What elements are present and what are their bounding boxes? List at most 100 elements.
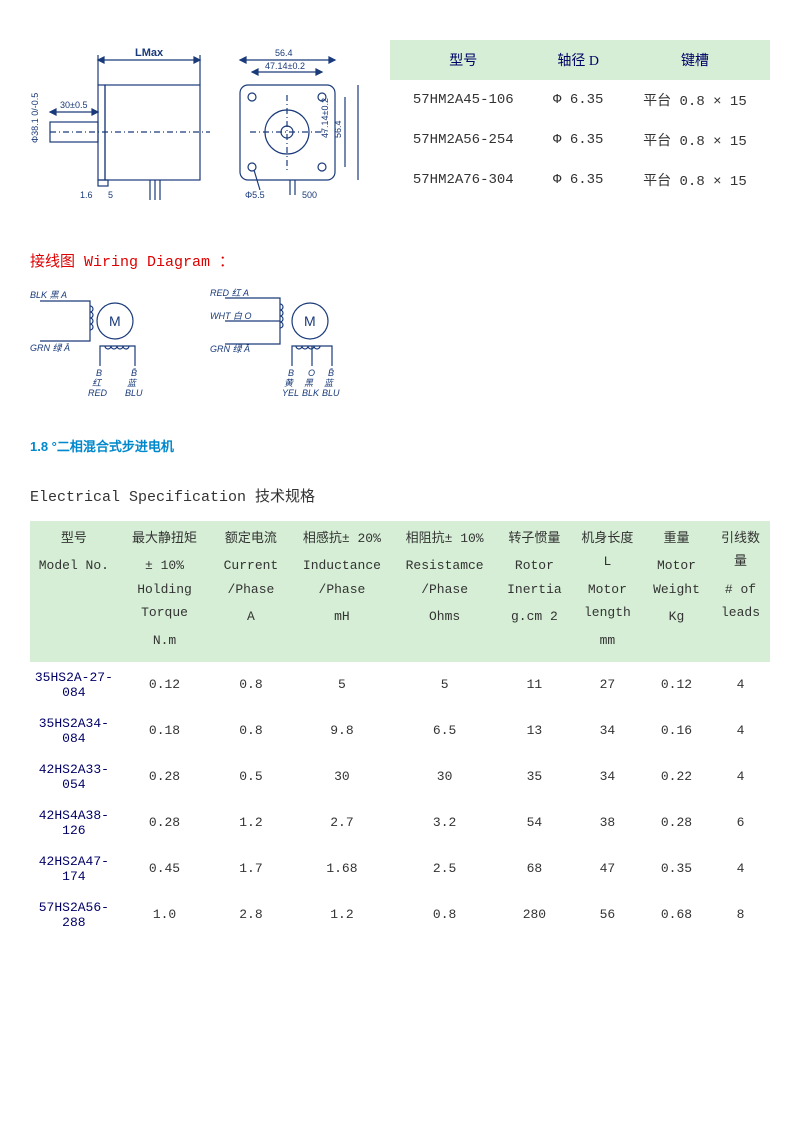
svg-text:黑: 黑: [304, 378, 314, 388]
dim-face-h: 56.4: [333, 120, 343, 138]
svg-text:M: M: [109, 313, 121, 329]
dim-shaft-len: 30±0.5: [60, 100, 87, 110]
spec-table: 型号Model No.最大静扭矩± 10% Holding TorqueN.m额…: [30, 521, 770, 938]
table-cell: 3.2: [393, 800, 496, 846]
spec-th: 相感抗± 20%Inductance /PhasemH: [291, 521, 394, 662]
table-row: 57HM2A45-106Φ 6.35平台 0.8 × 15: [390, 80, 770, 120]
dim-bolt-h: 47.14±0.2: [320, 98, 330, 138]
table-cell: 平台 0.8 × 15: [620, 160, 770, 200]
table-cell: 1.0: [118, 892, 212, 938]
w-right-o: WHT 白 O: [210, 311, 252, 321]
table-cell: 54: [496, 800, 573, 846]
table-cell: 5: [393, 662, 496, 708]
spec-th: 重量Motor WeightKg: [642, 521, 711, 662]
svg-text:BLK: BLK: [302, 388, 320, 398]
table-cell: 57HS2A56-288: [30, 892, 118, 938]
table-cell: 0.28: [118, 754, 212, 800]
dim-shaft-dia: Φ38.1 0/-0.5: [30, 93, 40, 143]
table-cell: 35HS2A-27-084: [30, 662, 118, 708]
spec-th: 引线数量# of leads: [711, 521, 770, 662]
table-row: 42HS2A47-1740.451.71.682.568470.354: [30, 846, 770, 892]
spec-th: 最大静扭矩± 10% Holding TorqueN.m: [118, 521, 212, 662]
table-cell: 68: [496, 846, 573, 892]
table-cell: Φ 6.35: [537, 160, 620, 200]
subtitle: 1.8 °二相混合式步进电机: [30, 436, 770, 455]
table-cell: 0.5: [211, 754, 290, 800]
table-cell: Φ 6.35: [537, 120, 620, 160]
table-cell: 0.28: [118, 800, 212, 846]
wiring-diagram: M BLK 黑 A GRN 绿 Ā B 红 RED B̄ 蓝 BLU: [30, 286, 390, 416]
table-cell: 1.2: [211, 800, 290, 846]
spec-th: 转子惯量Rotor Inertiag.cm 2: [496, 521, 573, 662]
table-cell: 4: [711, 754, 770, 800]
spec-th: 机身长度 LMotor lengthmm: [573, 521, 642, 662]
table-cell: 2.8: [211, 892, 290, 938]
table-cell: 6.5: [393, 708, 496, 754]
table-cell: 0.12: [118, 662, 212, 708]
svg-text:蓝: 蓝: [127, 378, 138, 388]
table-row: 57HS2A56-2881.02.81.20.8280560.688: [30, 892, 770, 938]
dim-flange: 5: [108, 190, 113, 200]
table-cell: 0.12: [642, 662, 711, 708]
spec-title: Electrical Specification 技术规格: [30, 485, 770, 506]
table-cell: 56: [573, 892, 642, 938]
svg-text:BLU: BLU: [322, 388, 340, 398]
shaft-th-model: 型号: [390, 40, 537, 80]
table-cell: 57HM2A56-254: [390, 120, 537, 160]
table-cell: 57HM2A76-304: [390, 160, 537, 200]
spec-header-row: 型号Model No.最大静扭矩± 10% Holding TorqueN.m额…: [30, 521, 770, 662]
spec-th: 额定电流Current /PhaseA: [211, 521, 290, 662]
dim-face-w: 56.4: [275, 48, 293, 58]
table-cell: 平台 0.8 × 15: [620, 120, 770, 160]
table-cell: 47: [573, 846, 642, 892]
svg-text:B: B: [288, 368, 294, 378]
top-section: LMax 30±0.5 Φ38.1 0/-0.5 1.6 5: [30, 40, 770, 220]
table-cell: 0.28: [642, 800, 711, 846]
w-right-abar: GRN 绿 Ā: [210, 344, 250, 354]
table-cell: 2.7: [291, 800, 394, 846]
table-cell: Φ 6.35: [537, 80, 620, 120]
mechanical-drawing: LMax 30±0.5 Φ38.1 0/-0.5 1.6 5: [30, 40, 370, 220]
dim-lead: 500: [302, 190, 317, 200]
shaft-th-dia: 轴径 D: [537, 40, 620, 80]
dim-bolt-w: 47.14±0.2: [265, 61, 305, 71]
dim-hole: Φ5.5: [245, 190, 265, 200]
table-cell: 30: [291, 754, 394, 800]
dim-base: 1.6: [80, 190, 93, 200]
shaft-table: 型号 轴径 D 键槽 57HM2A45-106Φ 6.35平台 0.8 × 15…: [390, 40, 770, 200]
table-cell: 平台 0.8 × 15: [620, 80, 770, 120]
table-cell: 4: [711, 708, 770, 754]
table-row: 57HM2A56-254Φ 6.35平台 0.8 × 15: [390, 120, 770, 160]
dim-lmax: LMax: [135, 47, 164, 59]
svg-text:B: B: [96, 368, 102, 378]
table-cell: 6: [711, 800, 770, 846]
table-cell: 1.68: [291, 846, 394, 892]
table-row: 35HS2A34-0840.180.89.86.513340.164: [30, 708, 770, 754]
svg-text:O: O: [308, 368, 315, 378]
table-cell: 13: [496, 708, 573, 754]
w-left-abar: GRN 绿 Ā: [30, 343, 70, 353]
table-cell: 42HS2A47-174: [30, 846, 118, 892]
table-cell: 280: [496, 892, 573, 938]
spec-th: 相阻抗± 10%Resistamce /PhaseOhms: [393, 521, 496, 662]
table-cell: 4: [711, 846, 770, 892]
spec-body: 35HS2A-27-0840.120.85511270.12435HS2A34-…: [30, 662, 770, 938]
table-row: 42HS4A38-1260.281.22.73.254380.286: [30, 800, 770, 846]
shaft-table-body: 57HM2A45-106Φ 6.35平台 0.8 × 1557HM2A56-25…: [390, 80, 770, 200]
shaft-th-key: 键槽: [620, 40, 770, 80]
table-cell: 34: [573, 708, 642, 754]
table-cell: 11: [496, 662, 573, 708]
table-cell: 35HS2A34-084: [30, 708, 118, 754]
table-cell: 8: [711, 892, 770, 938]
table-cell: 0.8: [211, 708, 290, 754]
table-cell: 42HS4A38-126: [30, 800, 118, 846]
wiring-title: 接线图 Wiring Diagram ：: [30, 250, 770, 271]
svg-text:YEL: YEL: [282, 388, 299, 398]
table-cell: 4: [711, 662, 770, 708]
table-cell: 38: [573, 800, 642, 846]
spec-th: 型号Model No.: [30, 521, 118, 662]
svg-text:黄: 黄: [284, 378, 294, 388]
table-cell: 0.45: [118, 846, 212, 892]
svg-text:B̄: B̄: [328, 368, 334, 378]
table-cell: 1.7: [211, 846, 290, 892]
